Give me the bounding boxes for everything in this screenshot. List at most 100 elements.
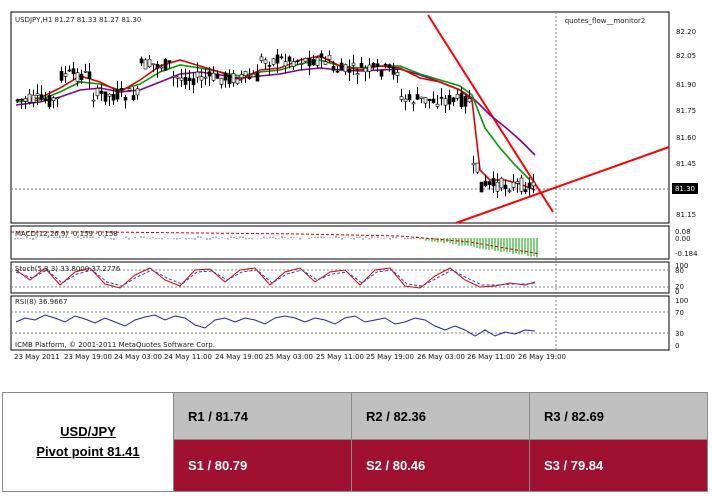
trendlines[interactable] — [427, 14, 670, 224]
candle-body — [303, 58, 308, 62]
pane-grid — [11, 12, 669, 350]
candle-body — [143, 59, 148, 70]
candle-body — [291, 61, 296, 67]
candle-body — [531, 181, 536, 187]
candle-body — [403, 98, 408, 102]
price-axis: 82.20 82.05 81.90 81.75 81.60 81.45 81.15 — [676, 28, 696, 219]
candle-body — [51, 97, 56, 101]
trading-terminal-chart[interactable]: 82.20 82.05 81.90 81.75 81.60 81.45 81.15 23 M… — [0, 0, 712, 362]
stoch-tick-4: 0 — [675, 288, 679, 296]
candle-body — [247, 77, 252, 80]
stoch-label: Stoch(5,3,3) 33.8000 37.2776 — [15, 265, 121, 273]
candle-body — [355, 73, 360, 76]
rsi-tick-3: 30 — [675, 330, 684, 338]
candle-body — [43, 98, 48, 102]
candle-body — [59, 71, 64, 81]
candle-body — [479, 181, 484, 193]
candle-body — [75, 72, 80, 82]
macd-tick-3: -0.184 — [675, 250, 698, 258]
candle-body — [339, 62, 344, 71]
candle-body — [115, 89, 120, 100]
rsi-tick-2: 70 — [675, 309, 684, 317]
candle-body — [95, 88, 100, 97]
s3-cell: S3 / 79.84 — [529, 439, 708, 492]
candle-body — [455, 93, 460, 99]
candle-body — [463, 96, 468, 107]
candle-body — [195, 71, 200, 78]
candle-body — [87, 71, 92, 80]
candle-body — [267, 65, 272, 67]
candle-body — [227, 74, 232, 85]
candle-body — [139, 58, 144, 64]
time-tick-label: 24 May 03:00 — [114, 353, 162, 361]
candle-body — [219, 77, 224, 85]
candle-body — [211, 72, 216, 81]
price-tick-label: 81.45 — [676, 160, 696, 168]
price-tick-label: 81.75 — [676, 107, 696, 115]
candle-body — [511, 181, 516, 188]
candle-body — [435, 103, 440, 107]
candle-body — [271, 58, 276, 65]
candle-body — [343, 64, 348, 72]
price-tick-label: 82.20 — [676, 28, 696, 36]
candle-body — [163, 58, 168, 71]
candle-body — [419, 96, 424, 99]
candle-body — [35, 93, 40, 96]
candle-body — [147, 58, 152, 68]
candle-body — [327, 54, 332, 60]
candle-body — [371, 62, 376, 67]
s1-cell: S1 / 80.79 — [173, 439, 352, 492]
chart-canvas[interactable]: 82.20 82.05 81.90 81.75 81.60 81.45 81.15 23 M… — [0, 0, 712, 362]
stoch-tick-2: 80 — [675, 267, 684, 275]
candle-body — [167, 60, 172, 63]
candle-body — [295, 60, 300, 63]
price-tick-label: 82.05 — [676, 52, 696, 60]
candle-body — [515, 181, 520, 184]
candle-body — [223, 73, 228, 81]
ascending-trendline — [455, 146, 670, 224]
candle-body — [91, 99, 96, 102]
candle-body — [119, 88, 124, 91]
candle-body — [263, 59, 268, 64]
candle-body — [71, 68, 76, 75]
candle-body — [471, 162, 476, 166]
candle-body — [407, 94, 412, 101]
candle-body — [275, 54, 280, 64]
candle-body — [475, 162, 480, 173]
candle-body — [311, 58, 316, 66]
s2-cell: S2 / 80.46 — [351, 439, 530, 492]
ma-slow-line — [15, 67, 536, 156]
time-tick-label: 26 May 11:00 — [467, 353, 515, 361]
candle-body — [203, 76, 208, 79]
candle-body — [351, 62, 356, 66]
candlestick-series[interactable] — [15, 48, 536, 198]
time-tick-label: 25 May 19:00 — [366, 353, 414, 361]
candle-body — [335, 70, 340, 73]
price-tick-label: 81.60 — [676, 134, 696, 142]
candle-body — [283, 61, 288, 67]
rsi-line — [15, 314, 536, 337]
time-tick-label: 23 May 2011 — [14, 353, 60, 361]
candle-body — [363, 67, 368, 73]
indicator-tag: quotes_flow__monitor2 — [565, 17, 646, 25]
stoch-tick-3: 20 — [675, 283, 684, 291]
time-tick-label: 23 May 19:00 — [64, 353, 112, 361]
time-tick-label: 25 May 11:00 — [316, 353, 364, 361]
candle-body — [151, 63, 156, 66]
candle-body — [347, 68, 352, 73]
candle-body — [451, 97, 456, 103]
candle-body — [499, 177, 504, 189]
r2-cell: R2 / 82.36 — [351, 391, 530, 441]
candle-body — [287, 56, 292, 62]
macd-label: MACD(12,26,9) -0.159 -0.158 — [15, 230, 118, 238]
candle-body — [23, 98, 28, 102]
current-price-label: 81.30 — [675, 185, 695, 193]
candle-body — [527, 182, 532, 189]
r3-cell: R3 / 82.69 — [529, 391, 708, 441]
candle-body — [323, 61, 328, 65]
pivot-point: Pivot point 81.41 — [36, 444, 140, 459]
candle-body — [243, 71, 248, 76]
candle-body — [427, 98, 432, 101]
candle-body — [55, 97, 60, 100]
time-tick-label: 26 May 19:00 — [518, 353, 566, 361]
